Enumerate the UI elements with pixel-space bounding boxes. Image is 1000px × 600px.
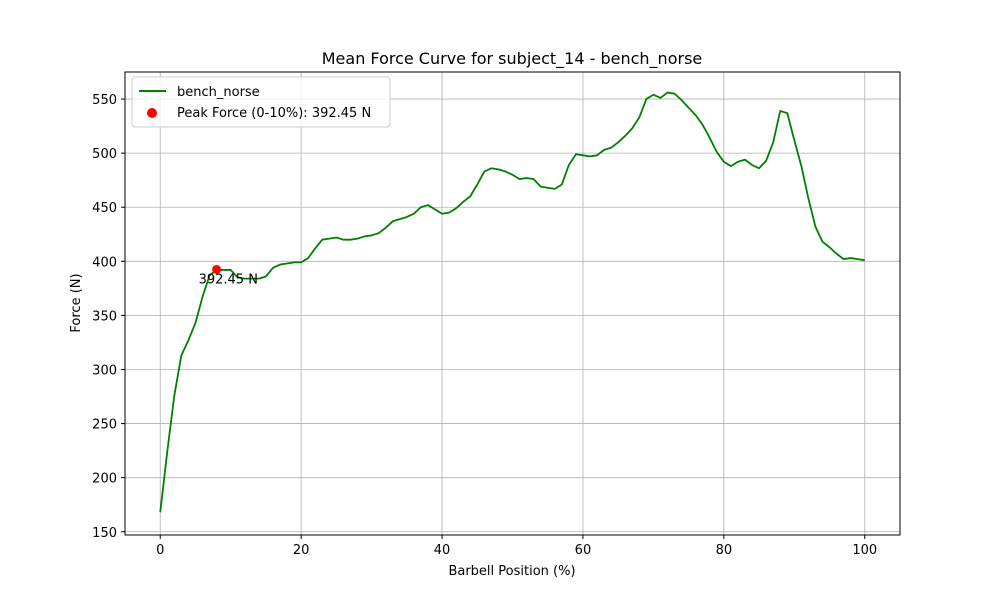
x-tick-label: 0 — [156, 543, 164, 558]
legend-series-label: bench_norse — [177, 85, 260, 100]
series-layer: 392.45 N — [159, 91, 865, 513]
y-tick-label: 150 — [92, 526, 117, 541]
chart-title: Mean Force Curve for subject_14 - bench_… — [322, 49, 703, 69]
peak-force-annotation: 392.45 N — [199, 272, 258, 287]
plot-frame — [124, 71, 901, 536]
y-tick-label: 350 — [92, 309, 117, 324]
y-axis-label: Force (N) — [69, 273, 84, 332]
legend-box — [131, 76, 391, 128]
y-tick-label: 550 — [92, 93, 117, 108]
grid-lines — [125, 72, 900, 535]
y-tick-label: 400 — [92, 255, 117, 270]
x-tick-label: 60 — [575, 543, 592, 558]
x-axis-label: Barbell Position (%) — [448, 564, 575, 579]
legend-peak-label: Peak Force (0-10%): 392.45 N — [177, 106, 371, 121]
x-tick-label: 80 — [716, 543, 733, 558]
legend-peak-marker — [147, 108, 157, 118]
y-tick-label: 450 — [92, 201, 117, 216]
peak-force-marker — [212, 264, 222, 274]
y-tick-label: 200 — [92, 472, 117, 487]
x-tick-label: 20 — [293, 543, 310, 558]
x-tick-label: 100 — [852, 543, 877, 558]
y-tick-label: 300 — [92, 363, 117, 378]
y-tick-label: 500 — [92, 147, 117, 162]
x-tick-label: 40 — [434, 543, 451, 558]
legend: bench_norse Peak Force (0-10%): 392.45 N — [131, 76, 391, 128]
y-tick-label: 250 — [92, 418, 117, 433]
axes: 0 20 40 60 80 100 150 200 250 300 350 400 450 500 550 — [92, 71, 901, 558]
series-line-bench-norse — [159, 91, 865, 513]
